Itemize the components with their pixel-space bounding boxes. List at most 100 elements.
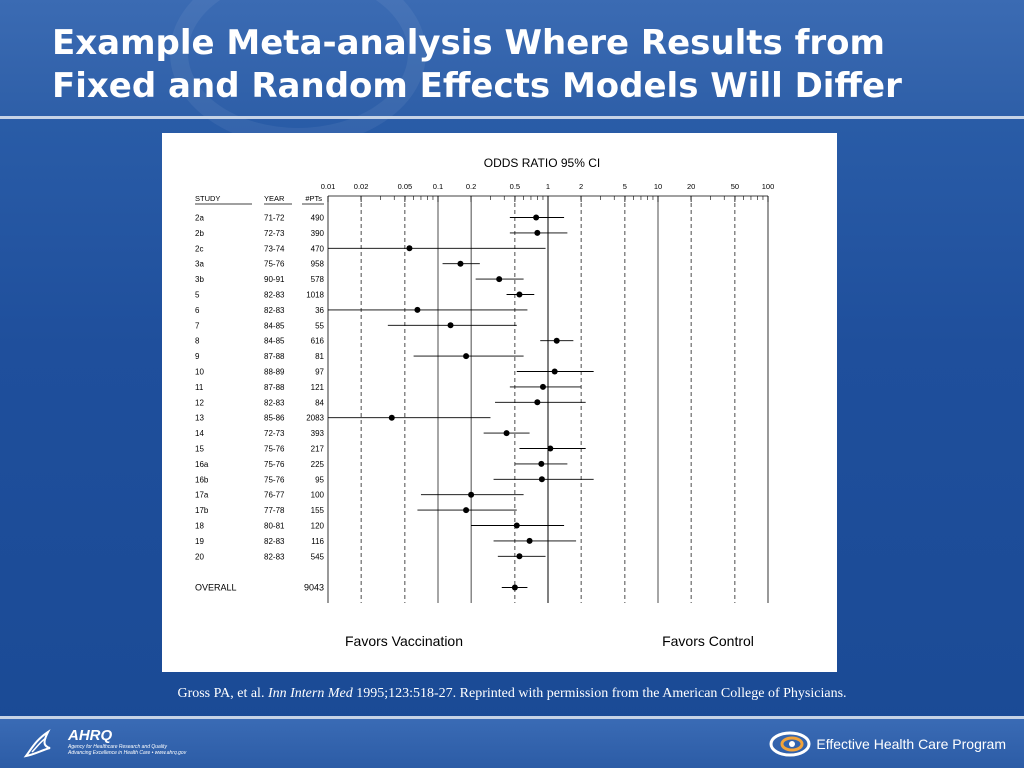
study-year: 80-81 [264,522,285,531]
x-tick-label: 0.02 [354,182,369,191]
study-year: 82-83 [264,552,285,561]
odds-ratio-point [539,383,546,390]
study-patients: 120 [311,522,325,531]
ahrq-line-2: Advancing Excellence in Health Care • ww… [68,750,187,756]
study-year: 73-74 [264,244,285,253]
study-label: 11 [195,383,204,392]
x-tick-label: 20 [687,182,695,191]
x-tick-label: 0.5 [510,182,520,191]
study-label: 3b [195,275,204,284]
study-patients: 958 [311,260,325,269]
study-year: 77-78 [264,506,285,515]
study-year: 71-72 [264,214,285,223]
ahrq-name: AHRQ [68,727,113,744]
study-label: 16a [195,460,209,469]
odds-ratio-point [534,399,541,406]
study-year: 72-73 [264,229,285,238]
study-label: 9 [195,352,200,361]
study-year: 82-83 [264,398,285,407]
forest-plot-panel: ODDS RATIO 95% CI STUDY YEAR #PTs 0.01 0.02 0.… [162,133,837,672]
forest-plot: ODDS RATIO 95% CI STUDY YEAR #PTs 0.01 0.02 0.… [195,156,774,649]
odds-ratio-point [538,476,545,483]
study-year: 82-83 [264,306,285,315]
study-patients: 95 [315,475,324,484]
study-patients: 225 [311,460,325,469]
x-tick-label: 1 [546,182,550,191]
column-header: YEAR [264,194,285,203]
favors-control-label: Favors Control [662,633,754,649]
study-patients: 97 [315,368,324,377]
study-year: 76-77 [264,491,285,500]
odds-ratio-point [463,507,470,514]
study-label: 20 [195,552,204,561]
study-patients: 1018 [306,291,324,300]
study-patients: 390 [311,229,325,238]
x-tick-label: 0.05 [398,182,413,191]
study-label: 12 [195,398,204,407]
study-year: 72-73 [264,429,285,438]
study-patients: 121 [311,383,325,392]
study-label: 2b [195,229,204,238]
odds-ratio-point [547,445,554,452]
odds-ratio-point [468,491,475,498]
citation-prefix: Gross PA, et al. [177,686,268,701]
odds-ratio-point [447,322,454,329]
overall-odds-ratio-point [511,584,518,591]
study-label: 7 [195,321,200,330]
x-tick-label: 2 [579,182,583,191]
study-patients: 393 [311,429,325,438]
chart-title: ODDS RATIO 95% CI [484,156,600,170]
odds-ratio-point [463,353,470,360]
footer-divider [0,716,1024,719]
odds-ratio-point [538,460,545,467]
study-year: 75-76 [264,460,285,469]
odds-ratio-point [551,368,558,375]
slide-title-line-2: Fixed and Random Effects Models Will Dif… [52,66,902,106]
slide-title-line-1: Example Meta-analysis Where Results from [52,23,885,63]
overall-label: OVERALL [195,583,237,593]
x-tick-label: 50 [731,182,739,191]
study-label: 16b [195,475,209,484]
study-year: 87-88 [264,383,285,392]
study-label: 2c [195,244,203,253]
odds-ratio-point [553,337,560,344]
odds-ratio-point [534,229,541,236]
column-header: STUDY [195,194,220,203]
x-tick-label: 0.1 [433,182,443,191]
odds-ratio-point [414,306,421,313]
odds-ratio-point [513,522,520,529]
study-label: 10 [195,368,204,377]
study-year: 82-83 [264,291,285,300]
odds-ratio-point [496,276,503,283]
odds-ratio-point [516,291,523,298]
study-label: 17b [195,506,209,515]
odds-ratio-point [516,553,523,560]
citation-suffix: 1995;123:518-27. Reprinted with permissi… [352,686,847,701]
study-patients: 578 [311,275,325,284]
study-patients: 2083 [306,414,324,423]
favors-vaccination-label: Favors Vaccination [345,633,463,649]
overall-patients: 9043 [304,583,324,593]
odds-ratio-point [533,214,540,221]
study-patients: 116 [311,537,324,546]
odds-ratio-point [503,430,510,437]
ahrq-line-1: Agency for Healthcare Research and Quali… [68,744,167,750]
citation: Gross PA, et al. Inn Intern Med 1995;123… [0,686,1024,702]
study-label: 14 [195,429,204,438]
study-year: 75-76 [264,475,285,484]
study-label: 3a [195,260,204,269]
study-patients: 84 [315,398,324,407]
study-patients: 155 [311,506,325,515]
odds-ratio-point [388,414,395,421]
study-patients: 470 [311,244,325,253]
study-year: 84-85 [264,337,285,346]
study-label: 2a [195,214,204,223]
study-label: 15 [195,445,204,454]
program-name: Effective Health Care Program [816,736,1006,752]
slide-title: Example Meta-analysis Where Results from… [52,22,992,108]
study-year: 75-76 [264,445,285,454]
ehc-swirl-icon [769,731,811,757]
x-tick-label: 5 [623,182,627,191]
study-year: 88-89 [264,368,285,377]
study-year: 84-85 [264,321,285,330]
